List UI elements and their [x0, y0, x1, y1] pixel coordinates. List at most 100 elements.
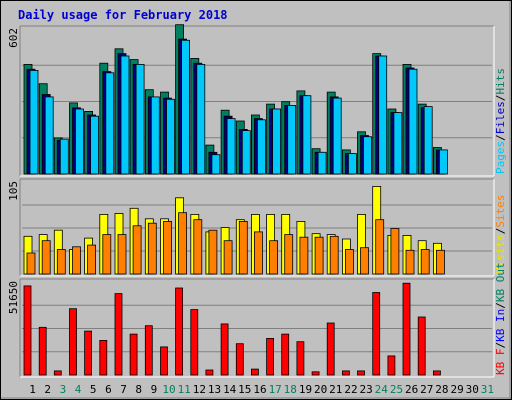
bar-sites — [360, 247, 369, 275]
bar-sites — [132, 225, 142, 275]
bar-kb-f — [311, 371, 320, 376]
bar-sites — [390, 227, 400, 275]
bar-kb-f — [266, 337, 275, 376]
bar-pages — [302, 95, 312, 175]
bar-sites — [284, 234, 294, 275]
x-tick-label: 14 — [223, 383, 237, 396]
x-tick-label: 24 — [375, 383, 389, 396]
bar-sites — [405, 249, 415, 275]
bar-pages — [135, 64, 145, 175]
bar-kb-f — [160, 346, 168, 376]
bar-sites — [117, 234, 127, 275]
x-tick-label: 16 — [253, 383, 266, 396]
bar-sites — [253, 231, 263, 275]
bar-sites — [208, 229, 218, 275]
bar-pages — [347, 153, 357, 175]
bar-pages — [90, 115, 99, 175]
bar-kb-f — [69, 308, 77, 376]
bar-kb-f — [402, 282, 411, 376]
legend-entry: Hits — [494, 68, 507, 95]
bar-pages — [378, 55, 388, 175]
legend-entry: Files — [494, 101, 507, 134]
bar-sites — [178, 212, 188, 275]
x-tick-label: 7 — [120, 383, 127, 396]
bar-kb-f — [357, 370, 365, 376]
chart-title: Daily usage for February 2018 — [18, 8, 228, 22]
bar-pages — [408, 68, 418, 175]
bar-kb-f — [387, 355, 396, 376]
x-tick-label: 19 — [299, 383, 312, 396]
legend-bottom: KB F/KB In/KB Out — [494, 262, 507, 375]
bar-pages — [317, 151, 327, 175]
x-tick-label: 10 — [162, 383, 175, 396]
bar-pages — [272, 108, 282, 175]
bar-sites — [329, 235, 339, 275]
y-max-label: 105 — [7, 181, 20, 201]
bar-sites — [102, 234, 112, 275]
bar-pages — [29, 70, 39, 175]
bar-pages — [44, 96, 54, 175]
bar-sites — [223, 240, 233, 275]
x-tick-label: 26 — [405, 383, 418, 396]
bar-kb-f — [190, 309, 199, 376]
bar-pages — [332, 97, 342, 175]
bar-pages — [181, 39, 191, 175]
bar-kb-f — [432, 370, 441, 376]
x-tick-label: 29 — [450, 383, 463, 396]
x-tick-label: 25 — [390, 383, 403, 396]
bar-pages — [166, 98, 175, 175]
legend-entry: KB In — [494, 309, 507, 342]
bar-kb-f — [84, 330, 92, 376]
x-tick-label: 23 — [359, 383, 372, 396]
bar-pages — [105, 72, 115, 175]
x-tick-label: 30 — [466, 383, 479, 396]
y-max-label: 51650 — [7, 281, 20, 314]
legend-entry: Pages — [494, 141, 507, 174]
x-axis-labels: 1 2 3 4 5 6 7 8 9 10 11 12 13 14 15 16 17 18 19 20 21 22 23 24 2… — [29, 383, 494, 396]
x-tick-label: 9 — [151, 383, 158, 396]
bar-kb-f — [129, 333, 138, 376]
bar-kb-f — [296, 341, 305, 376]
bar-sites — [435, 249, 445, 275]
bar-kb-f — [53, 370, 62, 376]
x-tick-label: 17 — [269, 383, 282, 396]
bar-sites — [26, 252, 36, 275]
x-tick-label: 4 — [75, 383, 82, 396]
legend-entry: KB F — [494, 349, 507, 376]
bar-pages — [211, 154, 221, 175]
legend-entry: KB Out — [494, 262, 507, 302]
bar-sites — [420, 249, 430, 275]
legend-separator: / — [494, 342, 507, 349]
x-tick-label: 27 — [420, 383, 433, 396]
legend-separator: / — [494, 302, 507, 309]
bar-sites — [41, 240, 51, 275]
bar-pages — [438, 149, 448, 175]
legend-separator: / — [494, 228, 507, 235]
x-tick-label: 2 — [44, 383, 51, 396]
x-tick-label: 20 — [314, 383, 327, 396]
legend-top: Pages/Files/Hits — [494, 68, 507, 174]
panel-middle: 105 Visits/Sites — [7, 178, 507, 277]
legend-separator: / — [494, 95, 507, 102]
bar-kb-f — [235, 343, 244, 376]
bar-kb-f — [175, 287, 184, 376]
x-tick-label: 12 — [193, 383, 206, 396]
bar-sites — [87, 244, 96, 275]
bar-kb-f — [114, 293, 123, 376]
bar-kb-f — [144, 325, 153, 376]
bar-kb-f — [23, 285, 32, 376]
bar-pages — [287, 105, 297, 175]
bar-pages — [75, 108, 84, 175]
bar-kb-f — [417, 316, 426, 376]
bar-pages — [241, 130, 251, 175]
x-tick-label: 28 — [435, 383, 448, 396]
bar-kb-f — [220, 323, 229, 376]
bar-sites — [314, 236, 324, 275]
bar-pages — [196, 64, 206, 175]
x-tick-label: 3 — [60, 383, 67, 396]
x-tick-label: 11 — [178, 383, 191, 396]
bar-kb-f — [281, 333, 290, 376]
x-tick-label: 5 — [90, 383, 97, 396]
